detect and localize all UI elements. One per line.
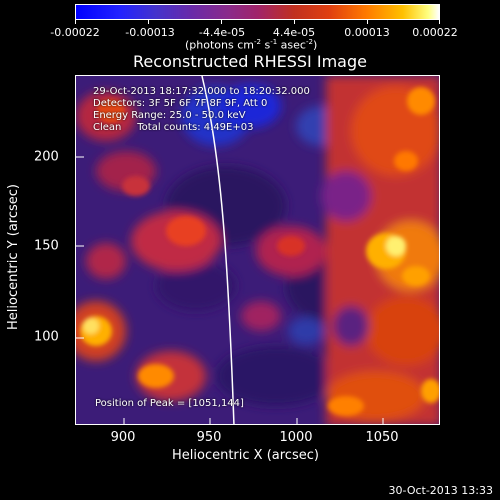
energy-range: Energy Range: 25.0 - 50.0 keV — [93, 110, 246, 121]
y-tick-label: 200 — [34, 149, 59, 165]
colorbar-tick — [439, 20, 440, 24]
colorbar-tick-label: 0.00022 — [412, 26, 458, 39]
colorbar — [75, 4, 440, 20]
method-and-counts: Clean Total counts: 4.49E+03 — [93, 122, 254, 133]
colorbar-tick-label: -0.00022 — [50, 26, 100, 39]
colorbar-tick — [294, 20, 295, 24]
observation-info: 29-Oct-2013 18:17:32.000 to 18:20:32.000… — [93, 86, 310, 134]
rhessi-image: 29-Oct-2013 18:17:32.000 to 18:20:32.000… — [75, 75, 440, 425]
colorbar-tick — [367, 20, 368, 24]
time-range: 29-Oct-2013 18:17:32.000 to 18:20:32.000 — [93, 86, 310, 97]
colorbar-tick-label: 4.4e-05 — [272, 26, 316, 39]
colorbar-tick-label: 0.00013 — [344, 26, 390, 39]
x-tick-label: 950 — [196, 430, 222, 445]
y-tick-label: 100 — [34, 329, 59, 345]
image-title: Reconstructed RHESSI Image — [133, 52, 367, 71]
peak-position: Position of Peak = [1051,144] — [95, 398, 244, 409]
colorbar-units: (photons cm-2 s-1 asec-2) — [185, 38, 318, 52]
solar-limb-line — [201, 76, 235, 424]
x-tick-label: 1050 — [365, 430, 399, 445]
colorbar-tick-label: -4.4e-05 — [198, 26, 246, 39]
colorbar-tick — [221, 20, 222, 24]
footer-timestamp: 30-Oct-2013 13:33 — [388, 484, 493, 497]
colorbar-tick — [75, 20, 76, 24]
colorbar-tick — [148, 20, 149, 24]
rhessi-image-graphic — [76, 76, 439, 424]
y-axis-label: Heliocentric Y (arcsec) — [6, 184, 21, 330]
x-tick-label: 900 — [110, 430, 136, 445]
y-tick-label: 150 — [34, 238, 59, 254]
colorbar-tick-label: -0.00013 — [125, 26, 175, 39]
x-axis-label: Heliocentric X (arcsec) — [172, 448, 319, 463]
detectors: Detectors: 3F 5F 6F 7F 8F 9F, Att 0 — [93, 98, 268, 109]
x-tick-label: 1000 — [279, 430, 313, 445]
